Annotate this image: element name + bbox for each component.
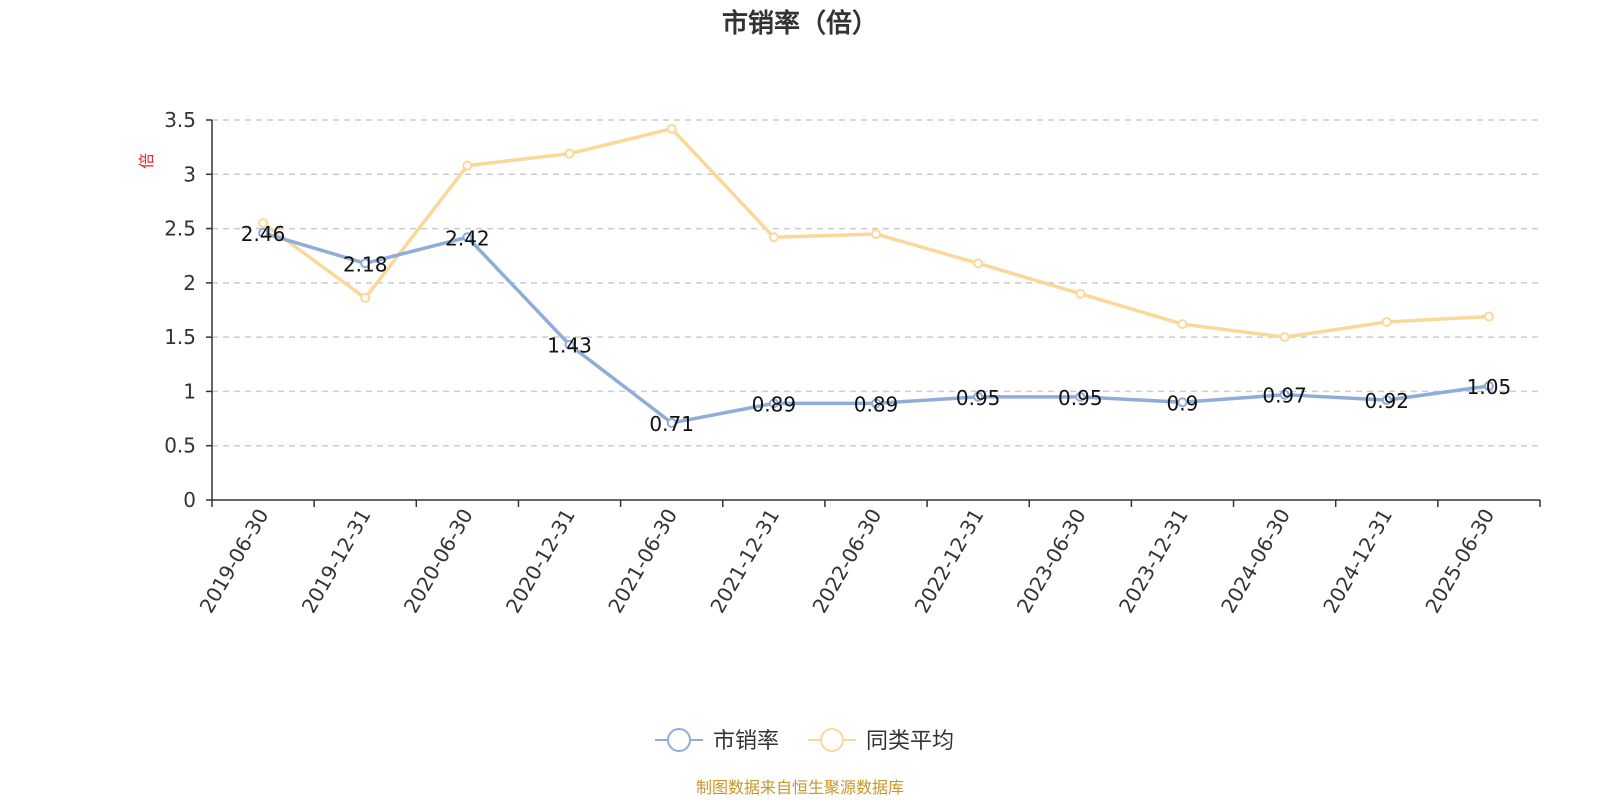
data-point	[1075, 288, 1086, 299]
y-tick-label: 3	[183, 162, 196, 186]
legend-label: 市销率	[713, 729, 779, 754]
data-point	[360, 258, 371, 269]
y-axis-ticks: 0 0.5 1 1.5 2 2.5 3 3.5	[164, 108, 212, 512]
data-labels: 2.46 2.18 2.42 1.43 0.71 0.89 0.89 0.95 0.95 0.9 0…	[241, 222, 1511, 436]
data-point	[1177, 397, 1188, 408]
data-point	[360, 293, 371, 304]
data-point	[768, 398, 779, 409]
y-tick-label: 2.5	[164, 217, 196, 241]
data-point	[768, 232, 779, 243]
legend-item-ps-ratio[interactable]: 市销率	[655, 728, 779, 754]
data-label: 0.97	[1262, 384, 1307, 408]
data-label: 1.05	[1467, 375, 1512, 399]
legend[interactable]: 市销率 同类平均	[655, 728, 954, 754]
data-point	[871, 229, 881, 239]
x-tick-label: 2024-12-31	[1318, 505, 1397, 618]
grid-lines	[212, 119, 1540, 447]
data-point	[564, 339, 575, 350]
data-label: 0.9	[1167, 391, 1199, 415]
y-tick-label: 1	[183, 379, 196, 403]
x-tick-label: 2020-06-30	[399, 505, 478, 618]
y-tick-label: 2	[183, 271, 196, 295]
data-point	[258, 227, 269, 238]
legend-circle-icon	[820, 728, 844, 752]
axes	[211, 120, 1540, 501]
data-point	[462, 232, 473, 243]
x-axis-ticks: 2019-06-30 2019-12-31 2020-06-30 2020-12-31…	[195, 500, 1541, 618]
x-tick-label: 2021-12-31	[705, 505, 784, 618]
data-point	[1381, 316, 1392, 327]
data-label: 2.42	[445, 226, 490, 250]
data-point	[973, 391, 984, 402]
data-point	[258, 218, 269, 229]
x-tick-label: 2023-12-31	[1114, 505, 1193, 618]
legend-label: 同类平均	[866, 729, 954, 754]
data-label: 0.89	[752, 392, 797, 416]
data-point	[1279, 332, 1290, 343]
data-label: 0.89	[854, 392, 899, 416]
data-point	[1483, 381, 1494, 391]
data-point	[1177, 319, 1188, 330]
source-note: 制图数据来自恒生聚源数据库	[696, 778, 904, 797]
x-tick-label: 2019-06-30	[195, 505, 274, 618]
data-label: 2.46	[241, 222, 286, 246]
y-axis-unit-label: 倍	[137, 153, 156, 169]
data-point	[1483, 311, 1494, 322]
data-label: 0.71	[649, 412, 694, 436]
data-point	[1075, 391, 1086, 402]
y-tick-label: 0.5	[164, 434, 196, 458]
legend-item-peer-average[interactable]: 同类平均	[808, 728, 954, 754]
data-point	[871, 398, 881, 409]
data-point	[462, 160, 473, 171]
x-tick-label: 2025-06-30	[1420, 505, 1499, 618]
data-label: 0.95	[956, 386, 1001, 410]
data-point	[973, 258, 984, 269]
y-tick-label: 1.5	[164, 325, 196, 349]
x-tick-label: 2023-06-30	[1012, 505, 1091, 618]
series-lines	[258, 123, 1494, 428]
x-tick-label: 2021-06-30	[603, 505, 682, 618]
data-point	[1381, 395, 1392, 406]
x-tick-label: 2022-06-30	[807, 505, 886, 618]
data-point	[1279, 389, 1290, 400]
x-tick-label: 2019-12-31	[297, 505, 376, 618]
data-label: 1.43	[547, 334, 592, 358]
x-tick-label: 2022-12-31	[910, 505, 989, 618]
legend-circle-icon	[667, 728, 691, 752]
y-tick-label: 3.5	[164, 108, 196, 132]
x-tick-label: 2020-12-31	[501, 505, 580, 618]
data-label: 0.92	[1365, 389, 1410, 413]
y-tick-label: 0	[183, 488, 196, 512]
data-label: 0.95	[1058, 386, 1103, 410]
x-tick-label: 2024-06-30	[1216, 505, 1295, 618]
data-label: 2.18	[343, 252, 388, 276]
data-point	[666, 417, 677, 428]
data-point	[666, 123, 677, 134]
chart-title: 市销率（倍）	[722, 8, 878, 39]
data-point	[564, 148, 575, 159]
